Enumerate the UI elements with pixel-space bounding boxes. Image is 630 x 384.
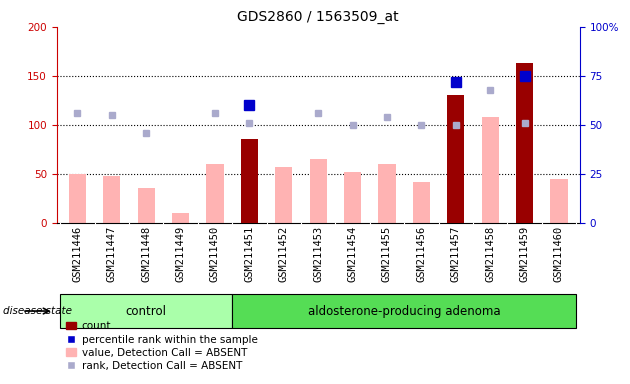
Text: GSM211447: GSM211447 — [106, 226, 117, 282]
Bar — [103, 176, 120, 223]
Text: GSM211457: GSM211457 — [450, 226, 461, 282]
Bar — [481, 117, 499, 223]
Text: GSM211459: GSM211459 — [520, 226, 530, 282]
Bar — [241, 139, 258, 223]
Text: control: control — [125, 305, 167, 318]
Text: GSM211446: GSM211446 — [72, 226, 83, 282]
Bar — [69, 174, 86, 223]
Title: GDS2860 / 1563509_at: GDS2860 / 1563509_at — [238, 10, 399, 25]
Bar — [309, 159, 327, 223]
Text: GSM211454: GSM211454 — [348, 226, 358, 282]
Text: aldosterone-producing adenoma: aldosterone-producing adenoma — [308, 305, 500, 318]
Bar — [344, 172, 361, 223]
Bar — [137, 189, 155, 223]
Bar — [379, 164, 396, 223]
Bar — [413, 182, 430, 223]
Bar — [232, 294, 576, 328]
Text: GSM211452: GSM211452 — [278, 226, 289, 282]
Text: GSM211448: GSM211448 — [141, 226, 151, 282]
Bar — [275, 167, 292, 223]
Text: GSM211451: GSM211451 — [244, 226, 255, 282]
Text: GSM211460: GSM211460 — [554, 226, 564, 282]
Text: GSM211453: GSM211453 — [313, 226, 323, 282]
Text: GSM211450: GSM211450 — [210, 226, 220, 282]
Bar — [551, 179, 568, 223]
Bar — [60, 294, 232, 328]
Text: GSM211458: GSM211458 — [485, 226, 495, 282]
Text: GSM211455: GSM211455 — [382, 226, 392, 282]
Legend: count, percentile rank within the sample, value, Detection Call = ABSENT, rank, : count, percentile rank within the sample… — [62, 317, 261, 375]
Bar — [172, 213, 189, 223]
Bar — [516, 63, 533, 223]
Bar — [447, 95, 464, 223]
Bar — [207, 164, 224, 223]
Text: GSM211449: GSM211449 — [176, 226, 186, 282]
Text: GSM211456: GSM211456 — [416, 226, 427, 282]
Text: disease state: disease state — [3, 306, 72, 316]
